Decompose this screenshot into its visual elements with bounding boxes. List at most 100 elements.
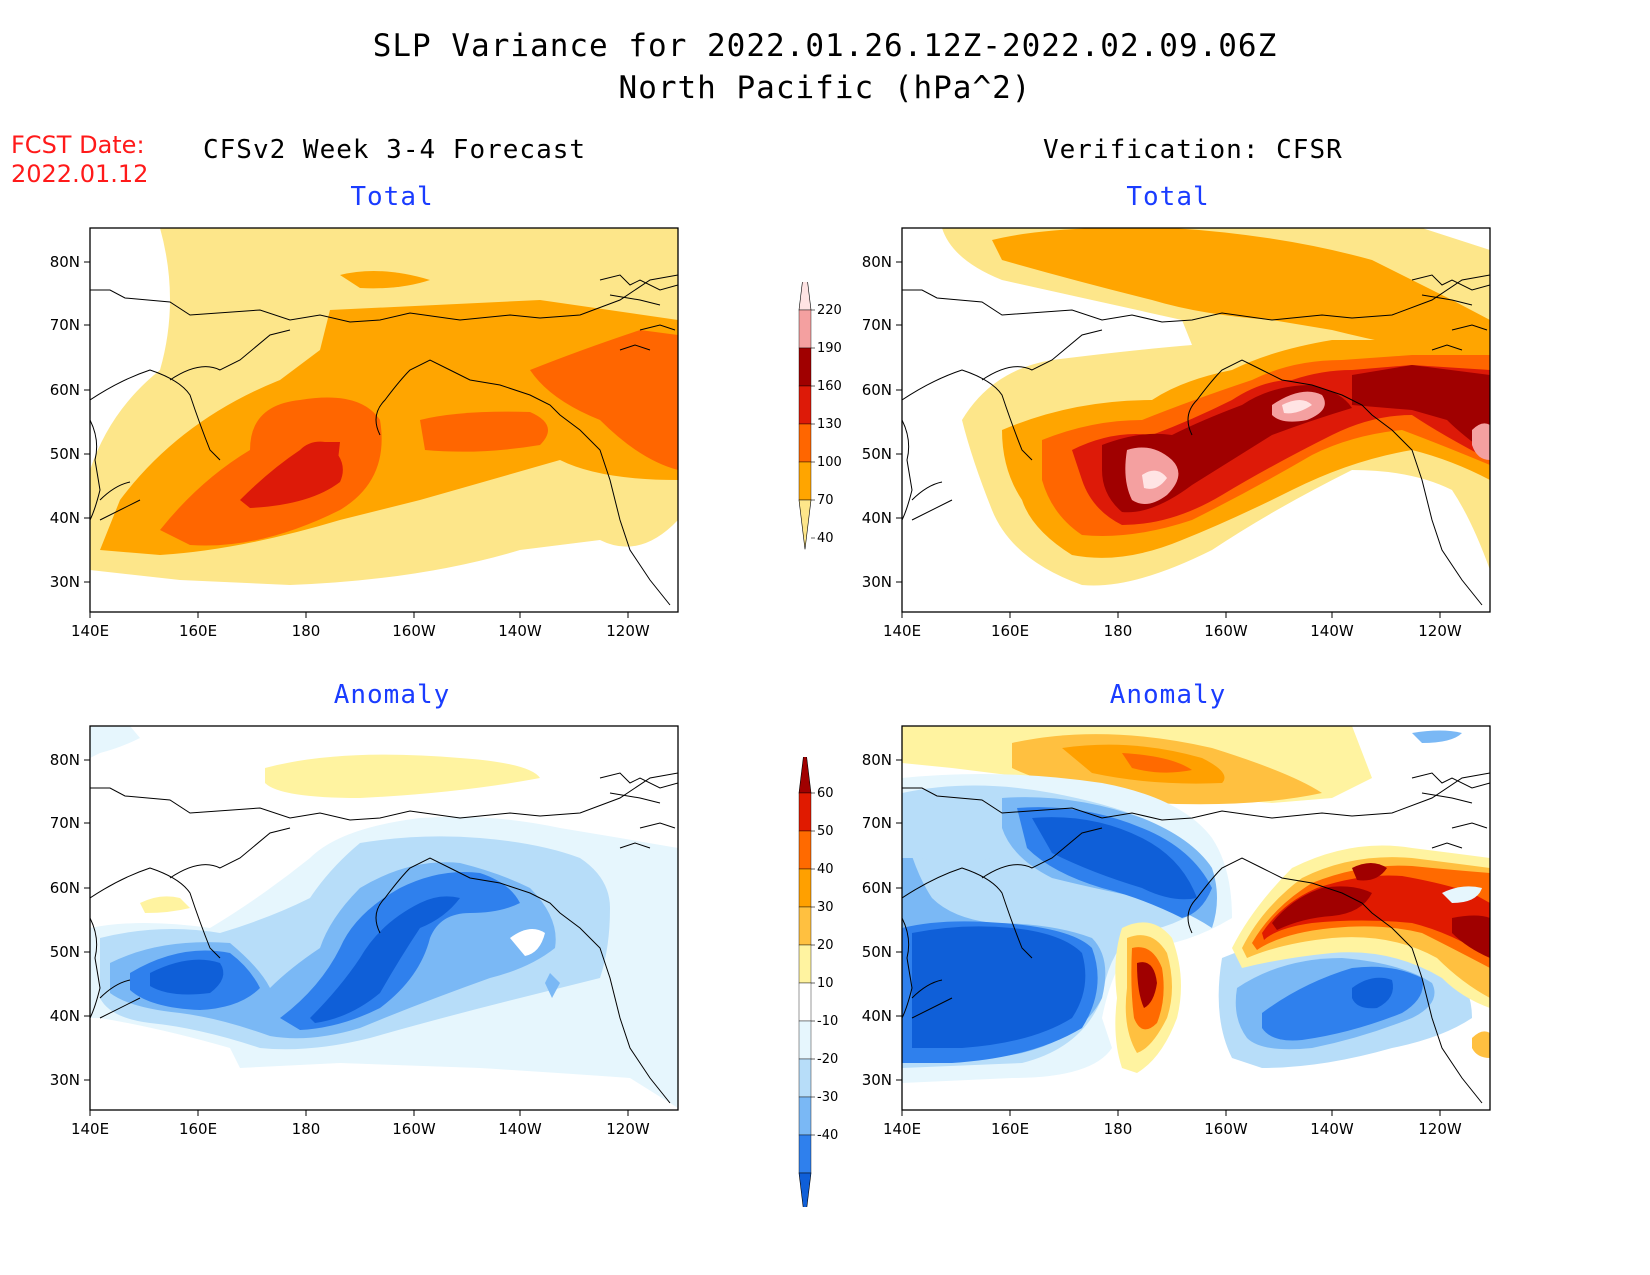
lat-label-30n: 30N <box>862 1071 892 1089</box>
total-colorbar-label: 70 <box>817 493 834 508</box>
anomaly-colorbar-svg: 60 50 40 30 20 10 -10 -20 -30 -40 <box>798 743 838 1223</box>
verification-anomaly-map: 80N 70N 60N 50N 40N 30N 140E 160E 180 16… <box>852 718 1512 1138</box>
lon-label-160w: 160W <box>392 1120 436 1138</box>
verification-column-title: Verification: CFSR <box>1043 135 1343 165</box>
verification-total-svg: 80N 70N 60N 50N 40N 30N 140E 160E 180 16… <box>862 227 1491 640</box>
forecast-total-field <box>90 228 678 585</box>
verification-total-map: 80N 70N 60N 50N 40N 30N 140E 160E 180 16… <box>852 220 1512 640</box>
lat-label-50n: 50N <box>862 943 892 961</box>
total-colorbar-swatch <box>798 347 812 387</box>
lat-label-80n: 80N <box>862 253 892 271</box>
total-colorbar-label: 190 <box>817 341 842 356</box>
anomaly-colorbar-label: -40 <box>817 1128 838 1143</box>
lon-label-140w: 140W <box>498 1120 542 1138</box>
anomaly-colorbar-label: 50 <box>817 824 834 839</box>
lon-label-160w: 160W <box>1204 622 1248 640</box>
lat-label-40n: 40N <box>50 509 80 527</box>
forecast-total-coastlines <box>90 274 678 606</box>
verification-anomaly-svg: 80N 70N 60N 50N 40N 30N 140E 160E 180 16… <box>862 725 1491 1138</box>
anomaly-colorbar-swatch <box>798 1020 812 1060</box>
panel-title-forecast-anomaly: Anomaly <box>333 680 451 710</box>
verification-anomaly-field <box>902 726 1490 1083</box>
lat-label-80n: 80N <box>862 751 892 769</box>
lon-label-180: 180 <box>1104 1120 1133 1138</box>
lon-label-140e: 140E <box>71 622 109 640</box>
lat-label-50n: 50N <box>862 445 892 463</box>
forecast-column-title: CFSv2 Week 3-4 Forecast <box>203 135 587 165</box>
anomaly-colorbar-top-arrow <box>798 743 812 794</box>
lon-label-160e: 160E <box>991 622 1029 640</box>
anomaly-colorbar-label: -20 <box>817 1052 838 1067</box>
lon-label-160e: 160E <box>179 1120 217 1138</box>
lon-label-180: 180 <box>292 1120 321 1138</box>
anomaly-colorbar-swatch <box>798 792 812 832</box>
total-colorbar-swatch <box>798 385 812 425</box>
total-colorbar-label: 130 <box>817 417 842 432</box>
lat-label-30n: 30N <box>50 1071 80 1089</box>
lon-label-160e: 160E <box>179 622 217 640</box>
anomaly-colorbar-swatch <box>798 982 812 1022</box>
lon-label-160e: 160E <box>991 1120 1029 1138</box>
lon-label-160w: 160W <box>1204 1120 1248 1138</box>
lat-label-60n: 60N <box>862 879 892 897</box>
panel-title-forecast-total: Total <box>350 182 434 212</box>
lat-label-40n: 40N <box>862 1007 892 1025</box>
total-colorbar-label: 160 <box>817 379 842 394</box>
anomaly-colorbar-swatch <box>798 1096 812 1136</box>
forecast-total-lon-axis: 140E 160E 180 160W 140W 120W <box>71 612 650 640</box>
lat-label-80n: 80N <box>50 253 80 271</box>
lon-label-160w: 160W <box>392 622 436 640</box>
lon-label-140w: 140W <box>1310 622 1354 640</box>
total-colorbar: 220 190 160 130 100 70 40 <box>795 260 855 618</box>
total-colorbar-svg: 220 190 160 130 100 70 40 <box>798 260 842 550</box>
anomaly-colorbar-label: -10 <box>817 1014 838 1029</box>
lat-label-80n: 80N <box>50 751 80 769</box>
lat-label-60n: 60N <box>50 381 80 399</box>
anomaly-colorbar-swatch <box>798 944 812 984</box>
lon-label-180: 180 <box>1104 622 1133 640</box>
anomaly-colorbar-swatch <box>798 906 812 946</box>
total-colorbar-swatches <box>798 260 812 550</box>
forecast-anomaly-field <box>90 726 678 1108</box>
anomaly-colorbar-label: -30 <box>817 1090 838 1105</box>
total-colorbar-swatch <box>798 309 812 349</box>
lon-label-140w: 140W <box>498 622 542 640</box>
lat-label-60n: 60N <box>50 879 80 897</box>
panel-title-verification-total: Total <box>1126 182 1210 212</box>
anomaly-colorbar-label: 20 <box>817 938 834 953</box>
lon-label-140e: 140E <box>71 1120 109 1138</box>
anomaly-colorbar-swatch <box>798 1134 812 1174</box>
anomaly-colorbar-label: 10 <box>817 976 834 991</box>
lat-label-70n: 70N <box>862 316 892 334</box>
lon-label-140e: 140E <box>883 622 921 640</box>
anomaly-colorbar-bottom-arrow <box>798 1172 812 1223</box>
verification-anomaly-lon-axis: 140E 160E 180 160W 140W 120W <box>883 1110 1462 1138</box>
verification-anomaly-lat-axis: 80N 70N 60N 50N 40N 30N <box>862 751 902 1089</box>
forecast-anomaly-lon-axis: 140E 160E 180 160W 140W 120W <box>71 1110 650 1138</box>
anomaly-colorbar-label: 60 <box>817 786 834 801</box>
figure-title-line-2: North Pacific (hPa^2) <box>618 70 1032 106</box>
verification-anomaly-coastlines <box>902 772 1490 1104</box>
anomaly-colorbar: 60 50 40 30 20 10 -10 -20 -30 -40 <box>795 743 855 1223</box>
lon-label-180: 180 <box>292 622 321 640</box>
fcst-date-label: FCST Date: <box>11 131 145 159</box>
anomaly-colorbar-swatches <box>798 743 812 1223</box>
lat-label-50n: 50N <box>50 445 80 463</box>
lat-label-40n: 40N <box>50 1007 80 1025</box>
total-colorbar-label: 220 <box>817 303 842 318</box>
lon-label-140e: 140E <box>883 1120 921 1138</box>
lat-label-50n: 50N <box>50 943 80 961</box>
lat-label-70n: 70N <box>862 814 892 832</box>
total-colorbar-swatch <box>798 461 812 501</box>
total-colorbar-bottom-arrow <box>798 499 812 550</box>
figure-title-line-1: SLP Variance for 2022.01.26.12Z-2022.02.… <box>372 28 1278 64</box>
fcst-date-value: 2022.01.12 <box>11 160 149 188</box>
forecast-anomaly-coastlines <box>90 772 678 1104</box>
total-colorbar-labels: 220 190 160 130 100 70 40 <box>811 303 842 546</box>
verification-total-lon-axis: 140E 160E 180 160W 140W 120W <box>883 612 1462 640</box>
lat-label-70n: 70N <box>50 316 80 334</box>
lat-label-60n: 60N <box>862 381 892 399</box>
lon-label-120w: 120W <box>606 1120 650 1138</box>
anomaly-colorbar-labels: 60 50 40 30 20 10 -10 -20 -30 -40 <box>811 786 838 1143</box>
lon-label-120w: 120W <box>1418 1120 1462 1138</box>
